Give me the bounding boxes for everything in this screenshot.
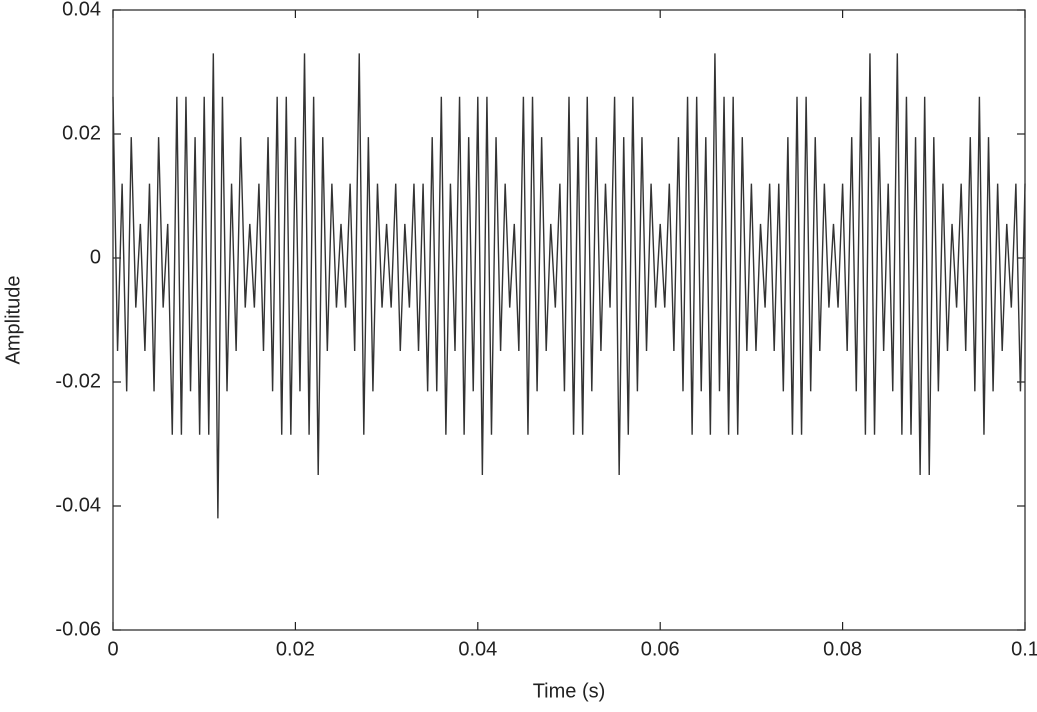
x-axis-label: Time (s) (533, 680, 606, 702)
y-tick-label: 0 (90, 246, 101, 268)
y-tick-label: -0.06 (55, 618, 101, 640)
x-tick-label: 0.06 (641, 638, 680, 660)
x-tick-label: 0 (107, 638, 118, 660)
y-axis-label: Amplitude (2, 276, 24, 365)
x-tick-label: 0.04 (458, 638, 497, 660)
y-tick-label: -0.04 (55, 494, 101, 516)
x-tick-label: 0.02 (276, 638, 315, 660)
signal-line (112, 53, 1026, 519)
y-tick-label: -0.02 (55, 370, 101, 392)
x-tick-label: 0.1 (1011, 638, 1037, 660)
x-tick-label: 0.08 (823, 638, 862, 660)
y-tick-label: 0.04 (62, 0, 101, 20)
plot-frame (112, 9, 1026, 631)
y-tick-label: 0.02 (62, 122, 101, 144)
